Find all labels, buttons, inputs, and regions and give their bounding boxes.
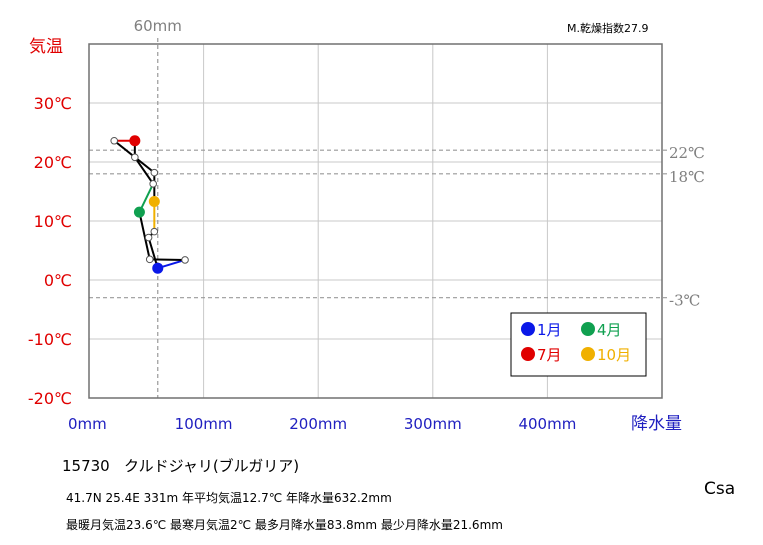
month-point-11 [150, 227, 159, 236]
y-tick-label: 30℃ [34, 94, 72, 113]
month-point-10 [148, 196, 160, 208]
y-tick-label: -20℃ [28, 389, 72, 408]
axis-labels: 気温 降水量 M.乾燥指数27.9 [29, 21, 682, 434]
month-segment [138, 211, 151, 260]
climate-classification: Csa [704, 479, 736, 499]
y-axis-label: 気温 [29, 37, 63, 57]
ref-label-temp: 18℃ [669, 168, 705, 186]
climate-path [113, 139, 186, 270]
legend-label: 4月 [597, 321, 622, 339]
grid: 0mm 100mm 200mm 300mm 400mm 30℃ 20℃ 10℃ 0℃ -10℃ -2… [28, 44, 662, 433]
month-point-4 [133, 206, 145, 218]
station-summary: 41.7N 25.4E 331m 年平均気温12.7℃ 年降水量632.2mm [66, 491, 392, 505]
legend-label: 1月 [537, 321, 562, 339]
x-tick-label: 0mm [68, 415, 107, 433]
x-tick-label: 400mm [518, 415, 576, 433]
month-point-2 [181, 256, 189, 264]
month-point-7 [129, 135, 141, 147]
legend-marker [521, 347, 535, 361]
legend-marker [581, 347, 595, 361]
station-extremes: 最暖月気温23.6℃ 最寒月気温2℃ 最多月降水量83.8mm 最少月降水量21… [66, 518, 503, 532]
ref-label-60mm: 60mm [134, 17, 182, 35]
plot-frame [88, 43, 663, 399]
x-axis-label: 降水量 [631, 414, 682, 434]
month-point-9 [150, 168, 159, 177]
x-tick-label: 100mm [175, 415, 233, 433]
month-point-12 [144, 233, 153, 242]
month-point-3 [145, 255, 154, 264]
y-tick-label: 10℃ [34, 212, 72, 231]
reference-lines: 60mm 22℃ 18℃ -3℃ [89, 17, 705, 398]
legend-box [510, 312, 647, 377]
y-tick-label: 20℃ [34, 153, 72, 172]
legend-marker [521, 322, 535, 336]
month-point-6 [131, 153, 139, 162]
y-tick-label: 0℃ [44, 271, 72, 290]
y-tick-label: -10℃ [28, 330, 72, 349]
dryness-index: M.乾燥指数27.9 [567, 21, 648, 35]
x-tick-label: 300mm [404, 415, 462, 433]
ref-label-temp: -3℃ [669, 292, 700, 310]
station-name: クルドジャリ(ブルガリア) [124, 457, 300, 475]
month-segment [134, 156, 154, 185]
legend: 1月 4月 7月 10月 [510, 312, 647, 377]
station-code: 15730 [62, 457, 110, 475]
month-points [110, 135, 189, 274]
legend-label: 7月 [537, 346, 562, 364]
month-point-5 [149, 180, 157, 188]
legend-marker [581, 322, 595, 336]
station-title: 15730 クルドジャリ(ブルガリア) [62, 455, 299, 476]
month-point-1 [152, 262, 164, 274]
legend-label: 10月 [597, 346, 631, 364]
x-tick-label: 200mm [289, 415, 347, 433]
month-point-8 [110, 136, 119, 145]
ref-label-temp: 22℃ [669, 144, 705, 162]
